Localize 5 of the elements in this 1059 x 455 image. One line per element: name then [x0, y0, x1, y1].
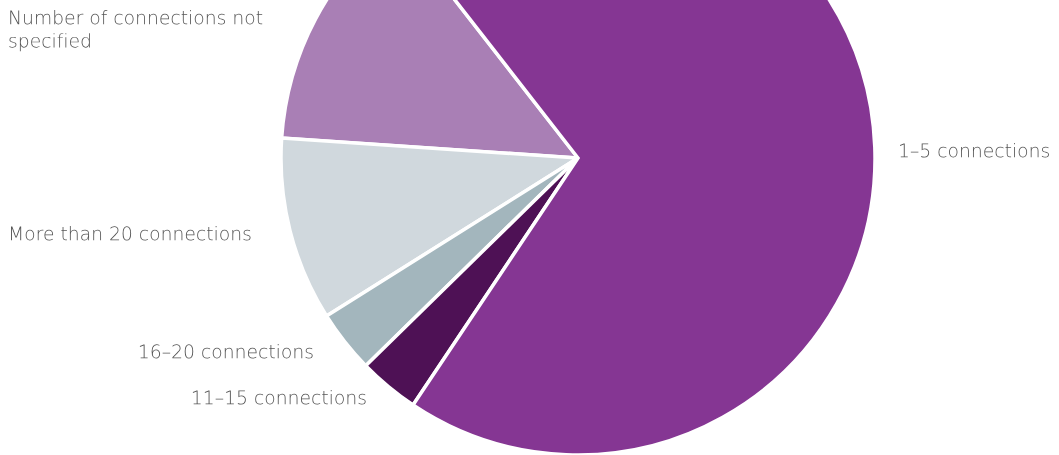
slice-label: 16–20 connections [139, 344, 313, 359]
slice-label: 11–15 connections [192, 390, 366, 405]
slice-label: Number of connections not specified [9, 10, 263, 52]
slice-label: More than 20 connections [11, 226, 251, 241]
slice-label: 1–5 connections [900, 143, 1049, 158]
